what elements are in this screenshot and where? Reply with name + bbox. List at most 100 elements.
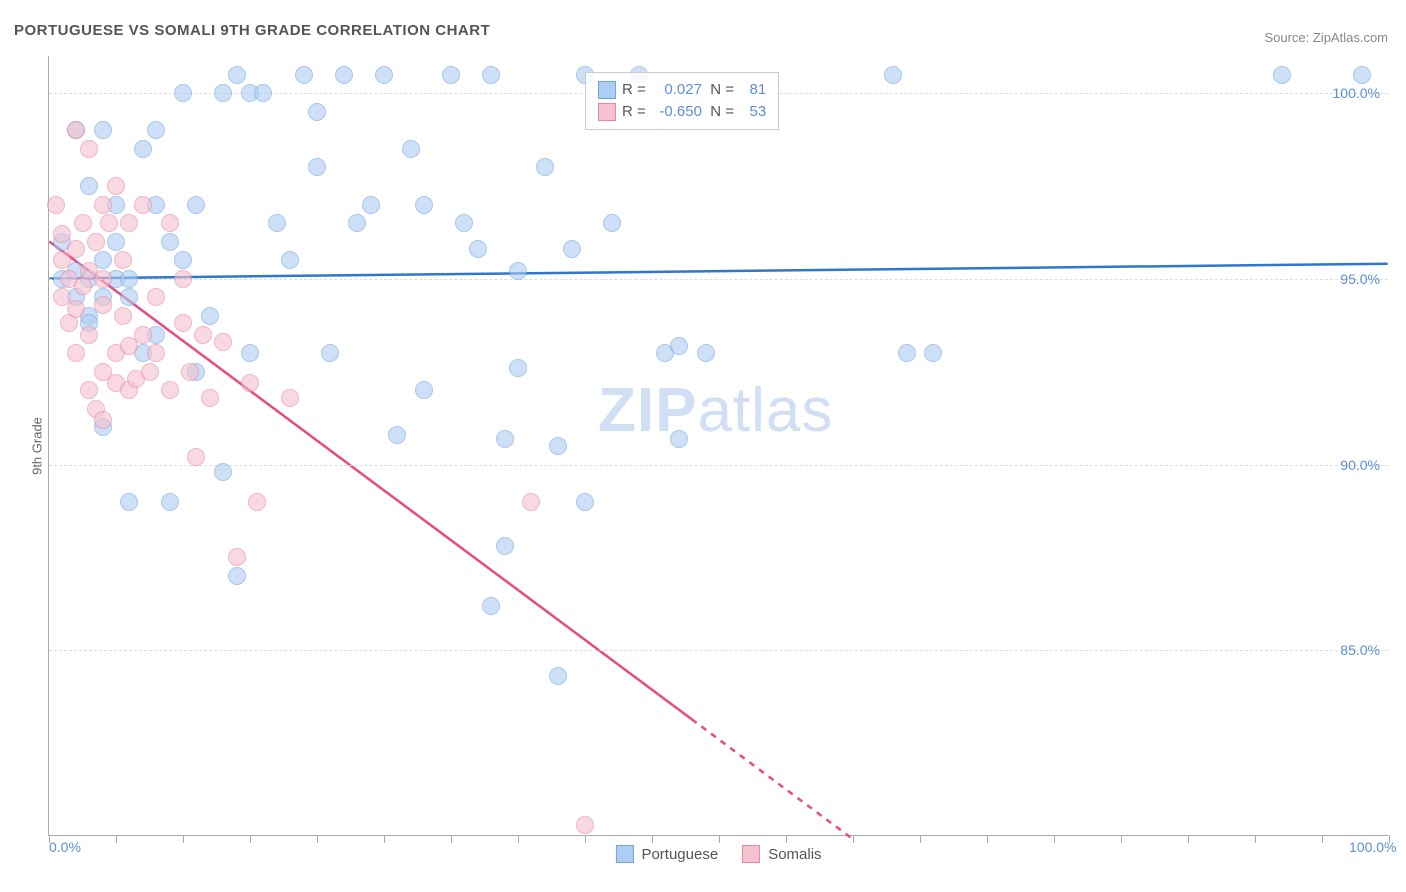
x-tick — [786, 835, 787, 843]
x-tick — [585, 835, 586, 843]
x-tick-label: 100.0% — [1349, 839, 1396, 855]
x-tick-label: 0.0% — [49, 839, 81, 855]
scatter-point — [80, 381, 98, 399]
scatter-point — [281, 389, 299, 407]
x-tick — [317, 835, 318, 843]
x-tick — [853, 835, 854, 843]
scatter-point — [114, 251, 132, 269]
scatter-point — [161, 493, 179, 511]
scatter-point — [134, 326, 152, 344]
scatter-point — [241, 344, 259, 362]
scatter-point — [67, 300, 85, 318]
x-tick — [1255, 835, 1256, 843]
scatter-point — [362, 196, 380, 214]
scatter-point — [214, 463, 232, 481]
scatter-point — [308, 103, 326, 121]
x-tick — [1322, 835, 1323, 843]
scatter-point — [94, 270, 112, 288]
watermark-light: atlas — [697, 376, 833, 445]
scatter-point — [174, 251, 192, 269]
source-label: Source: ZipAtlas.com — [1264, 30, 1388, 45]
scatter-point — [80, 177, 98, 195]
scatter-point — [228, 567, 246, 585]
scatter-point — [898, 344, 916, 362]
scatter-point — [884, 66, 902, 84]
scatter-point — [375, 66, 393, 84]
x-tick — [987, 835, 988, 843]
scatter-point — [214, 84, 232, 102]
scatter-point — [482, 66, 500, 84]
y-tick-label: 90.0% — [1340, 457, 1380, 473]
scatter-point — [670, 430, 688, 448]
legend-swatch — [615, 845, 633, 863]
legend-swatch — [598, 81, 616, 99]
scatter-point — [1273, 66, 1291, 84]
legend-stat-row: R = -0.650 N = 53 — [598, 101, 766, 123]
legend-stat-text: R = -0.650 N = 53 — [622, 103, 766, 120]
legend-item: Portuguese — [615, 845, 718, 863]
scatter-point — [187, 196, 205, 214]
gridline-h — [49, 465, 1388, 466]
scatter-point — [482, 597, 500, 615]
x-tick — [518, 835, 519, 843]
scatter-point — [107, 177, 125, 195]
scatter-point — [536, 158, 554, 176]
scatter-point — [563, 240, 581, 258]
scatter-point — [187, 448, 205, 466]
scatter-point — [161, 233, 179, 251]
regression-lines — [49, 56, 1388, 835]
scatter-point — [1353, 66, 1371, 84]
scatter-point — [228, 548, 246, 566]
scatter-point — [496, 537, 514, 555]
scatter-point — [576, 816, 594, 834]
scatter-point — [134, 196, 152, 214]
scatter-point — [402, 140, 420, 158]
scatter-point — [67, 240, 85, 258]
scatter-point — [120, 288, 138, 306]
scatter-point — [120, 270, 138, 288]
scatter-point — [94, 121, 112, 139]
x-tick — [1121, 835, 1122, 843]
scatter-point — [174, 84, 192, 102]
scatter-point — [114, 307, 132, 325]
scatter-point — [348, 214, 366, 232]
y-tick-label: 95.0% — [1340, 271, 1380, 287]
scatter-point — [94, 196, 112, 214]
scatter-point — [509, 359, 527, 377]
x-tick — [652, 835, 653, 843]
scatter-point — [174, 270, 192, 288]
legend-stat-row: R = 0.027 N = 81 — [598, 79, 766, 101]
scatter-point — [295, 66, 313, 84]
scatter-point — [697, 344, 715, 362]
plot-area: ZIPatlas 85.0%90.0%95.0%100.0%0.0%100.0%… — [48, 56, 1388, 836]
legend-item: Somalis — [742, 845, 821, 863]
scatter-point — [161, 214, 179, 232]
x-tick — [1188, 835, 1189, 843]
y-tick-label: 100.0% — [1333, 85, 1380, 101]
scatter-point — [74, 214, 92, 232]
scatter-point — [53, 225, 71, 243]
scatter-point — [469, 240, 487, 258]
scatter-point — [442, 66, 460, 84]
scatter-point — [174, 314, 192, 332]
scatter-point — [120, 493, 138, 511]
legend-stat-text: R = 0.027 N = 81 — [622, 81, 766, 98]
scatter-point — [80, 140, 98, 158]
scatter-point — [214, 333, 232, 351]
x-tick — [183, 835, 184, 843]
scatter-point — [924, 344, 942, 362]
scatter-point — [47, 196, 65, 214]
gridline-h — [49, 279, 1388, 280]
scatter-point — [87, 233, 105, 251]
scatter-point — [100, 214, 118, 232]
x-tick — [116, 835, 117, 843]
scatter-point — [67, 121, 85, 139]
scatter-point — [522, 493, 540, 511]
legend-series: Portuguese Somalis — [615, 845, 821, 863]
x-tick — [1054, 835, 1055, 843]
legend-stats: R = 0.027 N = 81 R = -0.650 N = 53 — [585, 72, 779, 130]
scatter-point — [120, 214, 138, 232]
x-tick — [250, 835, 251, 843]
scatter-point — [388, 426, 406, 444]
scatter-point — [335, 66, 353, 84]
